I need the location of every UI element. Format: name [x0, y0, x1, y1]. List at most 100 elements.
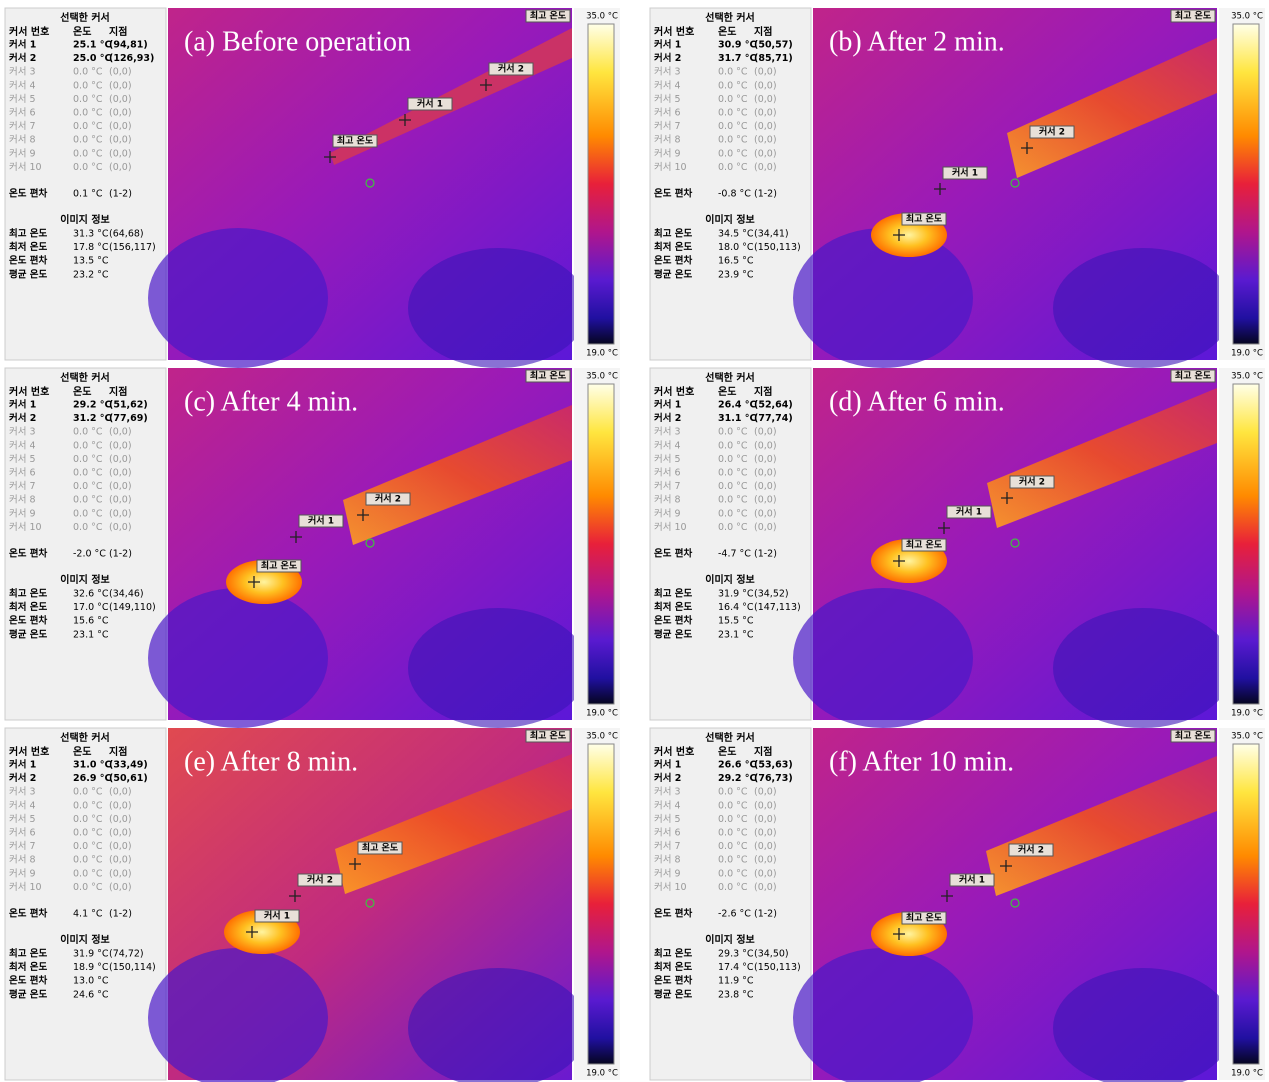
cursor-label: 최고 온도	[362, 842, 399, 854]
deviation-value: -0.8 °C	[718, 189, 751, 200]
column-header: 커서 번호	[654, 745, 694, 758]
image-info-cell: 23.1 °C	[73, 629, 109, 640]
cursor-cell: 커서 1	[654, 759, 681, 771]
cursor-table-title: 선택한 커서	[60, 731, 109, 744]
column-header: 커서 번호	[9, 385, 49, 398]
image-info-cell: 온도 편차	[9, 615, 48, 627]
cursor-cell: 커서 5	[654, 814, 681, 825]
deviation-pair: (1-2)	[109, 909, 132, 920]
cursor-table-title: 선택한 커서	[705, 731, 754, 744]
cursor-cell: (0,0)	[109, 468, 132, 479]
cursor-cell: 커서 7	[654, 481, 681, 492]
image-info-cell: 16.5 °C	[718, 256, 754, 267]
image-info-cell: 평균 온도	[9, 988, 48, 1000]
thermal-image	[793, 8, 1233, 368]
cursor-cell: 0.0 °C	[718, 800, 748, 811]
image-info-cell: 최고 온도	[9, 948, 48, 960]
cursor-cell: 커서 3	[654, 67, 681, 78]
scale-max: 35.0 °C	[586, 732, 618, 742]
deviation-pair: (1-2)	[754, 909, 777, 920]
cursor-cell: 0.0 °C	[73, 468, 103, 479]
column-header: 지점	[109, 25, 127, 38]
cursor-cell: (0,0)	[109, 495, 132, 506]
column-header: 온도	[718, 26, 736, 38]
cursor-cell: 커서 9	[654, 508, 681, 519]
cursor-cell: 0.0 °C	[718, 508, 748, 519]
cursor-cell: 커서 7	[654, 121, 681, 132]
dark-region	[408, 608, 588, 728]
cursor-cell: 0.0 °C	[73, 108, 103, 119]
cursor-cell: 커서 9	[9, 508, 36, 519]
cursor-cell: 0.0 °C	[73, 855, 103, 866]
cursor-table-title: 선택한 커서	[60, 11, 109, 24]
cursor-cell: 커서 3	[654, 427, 681, 438]
image-info-cell: 15.5 °C	[718, 616, 754, 627]
cursor-cell: (0,0)	[109, 80, 132, 91]
deviation-label: 온도 편차	[9, 548, 48, 560]
cursor-cell: 31.0 °C	[73, 760, 111, 771]
cursor-label: 커서 1	[417, 98, 443, 110]
cursor-cell: (50,57)	[754, 40, 793, 51]
panel: 선택한 커서커서 번호온도지점커서 130.9 °C(50,57)커서 231.…	[650, 8, 1265, 368]
cursor-cell: (0,0)	[109, 148, 132, 159]
cursor-cell: 커서 4	[654, 800, 681, 811]
cursor-cell: 0.0 °C	[718, 522, 748, 533]
cursor-cell: (0,0)	[109, 868, 132, 879]
cursor-cell: 커서 7	[654, 841, 681, 852]
cursor-cell: 0.0 °C	[73, 121, 103, 132]
cursor-cell: (53,63)	[754, 760, 793, 771]
cursor-cell: 커서 5	[9, 94, 36, 105]
caption: (b) After 2 min.	[829, 26, 1005, 57]
cursor-cell: 26.6 °C	[718, 760, 756, 771]
column-header: 지점	[109, 385, 127, 398]
deviation-pair: (1-2)	[109, 189, 132, 200]
cursor-cell: 커서 8	[654, 855, 681, 866]
cursor-cell: (0,0)	[754, 868, 777, 879]
cursor-cell: 커서 3	[654, 787, 681, 798]
caption: (d) After 6 min.	[829, 386, 1005, 417]
image-info-cell: (149,110)	[109, 602, 156, 613]
image-info-cell: (34,41)	[754, 229, 789, 240]
deviation-label: 온도 편차	[654, 188, 693, 200]
cursor-cell: 0.0 °C	[718, 495, 748, 506]
cursor-cell: 커서 5	[654, 94, 681, 105]
image-info-cell: 32.6 °C	[73, 589, 109, 600]
corner-label: 최고 온도	[1175, 730, 1212, 742]
cursor-cell: 커서 4	[9, 80, 36, 91]
caption: (c) After 4 min.	[184, 386, 358, 417]
image-info-cell: 최저 온도	[654, 961, 693, 973]
cursor-label: 커서 2	[307, 874, 333, 886]
cursor-cell: 커서 9	[9, 868, 36, 879]
dark-region	[1053, 248, 1233, 368]
scale-max: 35.0 °C	[586, 12, 618, 22]
cursor-cell: 커서 7	[9, 481, 36, 492]
cursor-label: 커서 1	[308, 515, 334, 527]
cursor-cell: 26.4 °C	[718, 400, 756, 411]
cursor-cell: (0,0)	[109, 481, 132, 492]
cursor-cell: 커서 7	[9, 121, 36, 132]
cursor-cell: (126,93)	[109, 53, 154, 64]
cursor-cell: 커서 8	[9, 855, 36, 866]
scale-max: 35.0 °C	[1231, 732, 1263, 742]
image-info-cell: 최고 온도	[654, 948, 693, 960]
column-header: 온도	[73, 386, 91, 398]
cursor-cell: 0.0 °C	[73, 148, 103, 159]
image-info-cell: 16.4 °C	[718, 602, 754, 613]
corner-label: 최고 온도	[1175, 10, 1212, 22]
image-info-cell: 23.2 °C	[73, 269, 109, 280]
column-header: 온도	[718, 386, 736, 398]
cursor-cell: 커서 2	[9, 412, 36, 424]
image-info-cell: 평균 온도	[654, 988, 693, 1000]
cursor-cell: 커서 2	[9, 772, 36, 784]
cursor-cell: 0.0 °C	[718, 454, 748, 465]
cursor-cell: 0.0 °C	[73, 135, 103, 146]
cursor-cell: (0,0)	[754, 814, 777, 825]
cursor-cell: 커서 6	[654, 828, 681, 839]
figure: 선택한 커서커서 번호온도지점커서 125.1 °C(94,81)커서 225.…	[0, 0, 1269, 1082]
cursor-cell: (77,69)	[109, 413, 148, 424]
cursor-cell: (0,0)	[754, 80, 777, 91]
cursor-label: 커서 1	[959, 874, 985, 886]
image-info-cell: 13.5 °C	[73, 256, 109, 267]
scale-min: 19.0 °C	[586, 1069, 618, 1079]
cursor-cell: 커서 1	[9, 759, 36, 771]
